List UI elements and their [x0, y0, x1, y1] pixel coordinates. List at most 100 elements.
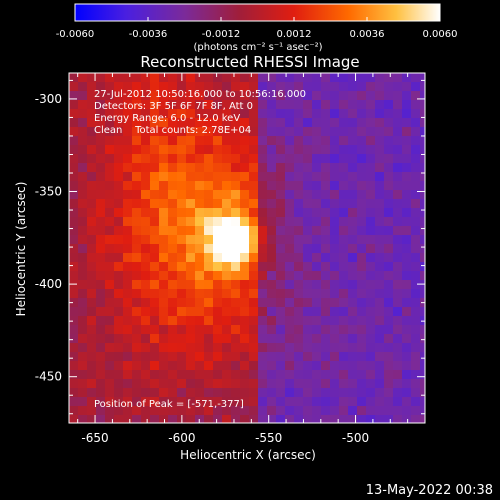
image-pixel: [123, 271, 133, 281]
image-pixel: [375, 127, 385, 137]
image-pixel: [294, 370, 304, 380]
image-pixel: [402, 244, 412, 254]
image-pixel: [105, 316, 115, 326]
image-pixel: [204, 289, 214, 299]
image-pixel: [150, 307, 160, 317]
image-pixel: [375, 73, 385, 83]
image-pixel: [411, 109, 421, 119]
image-pixel: [348, 343, 358, 353]
image-pixel: [141, 118, 151, 128]
image-pixel: [294, 379, 304, 389]
image-pixel: [267, 307, 277, 317]
image-pixel: [195, 154, 205, 164]
image-pixel: [285, 235, 295, 245]
image-pixel: [87, 379, 97, 389]
image-pixel: [321, 100, 331, 110]
image-pixel: [357, 388, 367, 398]
image-pixel: [195, 361, 205, 371]
image-pixel: [357, 352, 367, 362]
image-pixel: [366, 307, 376, 317]
image-pixel: [141, 262, 151, 272]
image-pixel: [249, 253, 259, 263]
image-pixel: [312, 136, 322, 146]
image-pixel: [402, 361, 412, 371]
plot-title: Reconstructed RHESSI Image: [140, 53, 359, 71]
image-pixel: [258, 316, 268, 326]
image-pixel: [123, 316, 133, 326]
image-pixel: [249, 244, 259, 254]
image-pixel: [222, 334, 232, 344]
image-pixel: [348, 127, 358, 137]
image-pixel: [348, 226, 358, 236]
image-pixel: [78, 226, 88, 236]
image-pixel: [168, 208, 178, 218]
image-pixel: [150, 271, 160, 281]
image-pixel: [150, 145, 160, 155]
image-pixel: [258, 262, 268, 272]
image-pixel: [267, 325, 277, 335]
image-pixel: [258, 307, 268, 317]
image-pixel: [303, 406, 313, 416]
image-pixel: [393, 280, 403, 290]
image-pixel: [87, 280, 97, 290]
image-pixel: [177, 289, 187, 299]
image-pixel: [213, 118, 223, 128]
image-pixel: [348, 370, 358, 380]
image-pixel: [78, 370, 88, 380]
image-pixel: [141, 145, 151, 155]
image-pixel: [78, 388, 88, 398]
image-pixel: [159, 217, 169, 227]
image-pixel: [321, 208, 331, 218]
image-pixel: [78, 163, 88, 173]
image-pixel: [186, 379, 196, 389]
image-pixel: [231, 406, 241, 416]
image-pixel: [420, 100, 425, 110]
image-pixel: [132, 298, 142, 308]
image-pixel: [357, 172, 367, 182]
image-pixel: [123, 370, 133, 380]
image-pixel: [384, 307, 394, 317]
image-pixel: [339, 379, 349, 389]
image-pixel: [186, 262, 196, 272]
image-pixel: [204, 208, 214, 218]
image-pixel: [87, 343, 97, 353]
image-pixel: [159, 190, 169, 200]
image-pixel: [312, 298, 322, 308]
image-pixel: [123, 127, 133, 137]
image-pixel: [249, 415, 259, 423]
image-pixel: [168, 262, 178, 272]
image-pixel: [195, 91, 205, 101]
image-pixel: [96, 127, 106, 137]
image-pixel: [105, 244, 115, 254]
image-pixel: [231, 217, 241, 227]
image-pixel: [150, 406, 160, 416]
image-pixel: [159, 199, 169, 209]
image-pixel: [168, 370, 178, 380]
image-pixel: [258, 325, 268, 335]
image-pixel: [114, 136, 124, 146]
image-pixel: [114, 82, 124, 92]
image-pixel: [150, 226, 160, 236]
image-pixel: [375, 325, 385, 335]
image-pixel: [141, 190, 151, 200]
image-pixel: [402, 91, 412, 101]
image-pixel: [78, 154, 88, 164]
image-pixel: [204, 280, 214, 290]
image-pixel: [339, 397, 349, 407]
image-pixel: [384, 253, 394, 263]
image-pixel: [303, 82, 313, 92]
image-pixel: [159, 244, 169, 254]
image-pixel: [168, 199, 178, 209]
image-pixel: [258, 181, 268, 191]
image-pixel: [258, 226, 268, 236]
image-pixel: [213, 109, 223, 119]
image-pixel: [357, 163, 367, 173]
image-pixel: [393, 208, 403, 218]
image-pixel: [141, 343, 151, 353]
image-pixel: [393, 127, 403, 137]
image-pixel: [402, 388, 412, 398]
image-pixel: [141, 379, 151, 389]
image-pixel: [96, 334, 106, 344]
image-pixel: [105, 217, 115, 227]
image-pixel: [114, 334, 124, 344]
